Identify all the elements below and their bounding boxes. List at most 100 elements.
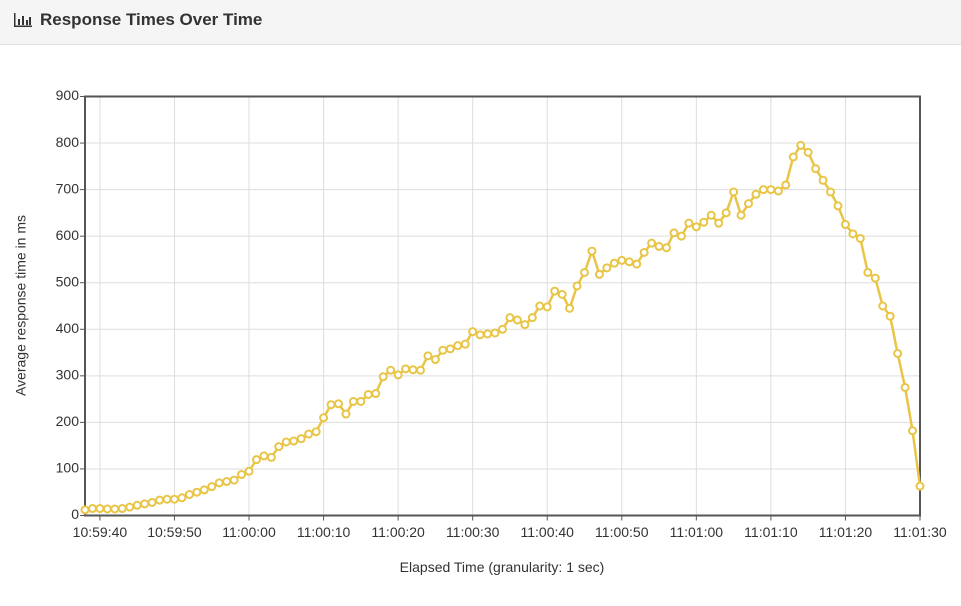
data-point: [177, 493, 187, 503]
data-point: [453, 341, 463, 351]
data-point: [95, 504, 105, 514]
data-point: [401, 364, 411, 374]
data-point: [803, 147, 813, 157]
data-point: [639, 247, 649, 257]
data-point: [430, 355, 440, 365]
data-point: [169, 494, 179, 504]
data-point: [505, 313, 515, 323]
data-point: [662, 243, 672, 253]
data-point: [714, 218, 724, 228]
data-point: [333, 399, 343, 409]
data-point: [565, 303, 575, 313]
data-point: [855, 233, 865, 243]
data-point: [445, 344, 455, 354]
data-point: [199, 485, 209, 495]
data-point: [386, 365, 396, 375]
data-point: [184, 490, 194, 500]
data-point: [706, 210, 716, 220]
x-tick-label: 10:59:40: [73, 524, 128, 540]
data-point: [811, 164, 821, 174]
data-point: [773, 186, 783, 196]
y-tick-label: 0: [71, 506, 79, 522]
data-point: [393, 370, 403, 380]
data-point: [684, 218, 694, 228]
data-point: [766, 185, 776, 195]
data-point: [550, 286, 560, 296]
data-point: [676, 231, 686, 241]
y-tick-label: 600: [56, 227, 80, 243]
data-point: [915, 481, 925, 491]
data-point: [602, 263, 612, 273]
data-point: [87, 504, 97, 514]
data-point: [229, 475, 239, 485]
data-point: [460, 339, 470, 349]
data-point: [721, 208, 731, 218]
data-point: [311, 427, 321, 437]
data-point: [162, 494, 172, 504]
y-tick-label: 500: [56, 273, 80, 289]
y-tick-label: 800: [56, 134, 80, 150]
data-point: [788, 152, 798, 162]
data-point: [580, 267, 590, 277]
data-point: [304, 429, 314, 439]
data-point: [207, 482, 217, 492]
data-point: [758, 185, 768, 195]
data-point: [893, 348, 903, 358]
data-point: [483, 329, 493, 339]
x-axis-title: Elapsed Time (granularity: 1 sec): [400, 559, 605, 575]
data-point: [132, 500, 142, 510]
x-tick-label: 11:00:40: [520, 524, 574, 540]
x-tick-label: 11:00:20: [371, 524, 425, 540]
data-point: [826, 187, 836, 197]
data-point: [624, 257, 634, 267]
data-point: [356, 396, 366, 406]
data-point: [147, 497, 157, 507]
x-tick-label: 11:01:00: [670, 524, 724, 540]
x-tick-label: 11:00:10: [297, 524, 351, 540]
data-point: [796, 140, 806, 150]
data-point: [214, 478, 224, 488]
data-point: [594, 269, 604, 279]
data-point: [572, 281, 582, 291]
data-point: [110, 504, 120, 514]
x-tick-label: 11:01:20: [819, 524, 873, 540]
panel-title: Response Times Over Time: [40, 10, 263, 29]
data-point: [363, 389, 373, 399]
data-point: [647, 238, 657, 248]
data-point: [691, 222, 701, 232]
y-tick-label: 200: [56, 413, 80, 429]
data-point: [408, 365, 418, 375]
data-point: [468, 327, 478, 337]
y-tick-label: 400: [56, 320, 80, 336]
data-point: [632, 259, 642, 269]
data-point: [870, 273, 880, 283]
data-point: [289, 436, 299, 446]
data-point: [125, 502, 135, 512]
y-tick-label: 300: [56, 367, 80, 383]
data-point: [818, 175, 828, 185]
data-point: [840, 220, 850, 230]
data-point: [423, 351, 433, 361]
y-tick-label: 100: [56, 460, 80, 476]
x-tick-label: 11:00:00: [222, 524, 276, 540]
data-point: [527, 313, 537, 323]
data-point: [878, 301, 888, 311]
data-point: [900, 382, 910, 392]
x-tick-label: 10:59:50: [147, 524, 202, 540]
data-point: [274, 442, 284, 452]
data-point: [192, 487, 202, 497]
data-point: [587, 246, 597, 256]
data-point: [557, 289, 567, 299]
data-point: [415, 365, 425, 375]
data-point: [520, 320, 530, 330]
y-axis-title: Average response time in ms: [13, 215, 29, 396]
chart: Average response time in ms Elapsed Time…: [13, 87, 947, 575]
plot-border: [84, 95, 921, 517]
data-point: [222, 477, 232, 487]
y-tick-label: 700: [56, 180, 80, 196]
data-point: [699, 217, 709, 227]
data-point: [512, 315, 522, 325]
data-point: [617, 255, 627, 265]
data-point: [438, 345, 448, 355]
data-point: [319, 413, 329, 423]
